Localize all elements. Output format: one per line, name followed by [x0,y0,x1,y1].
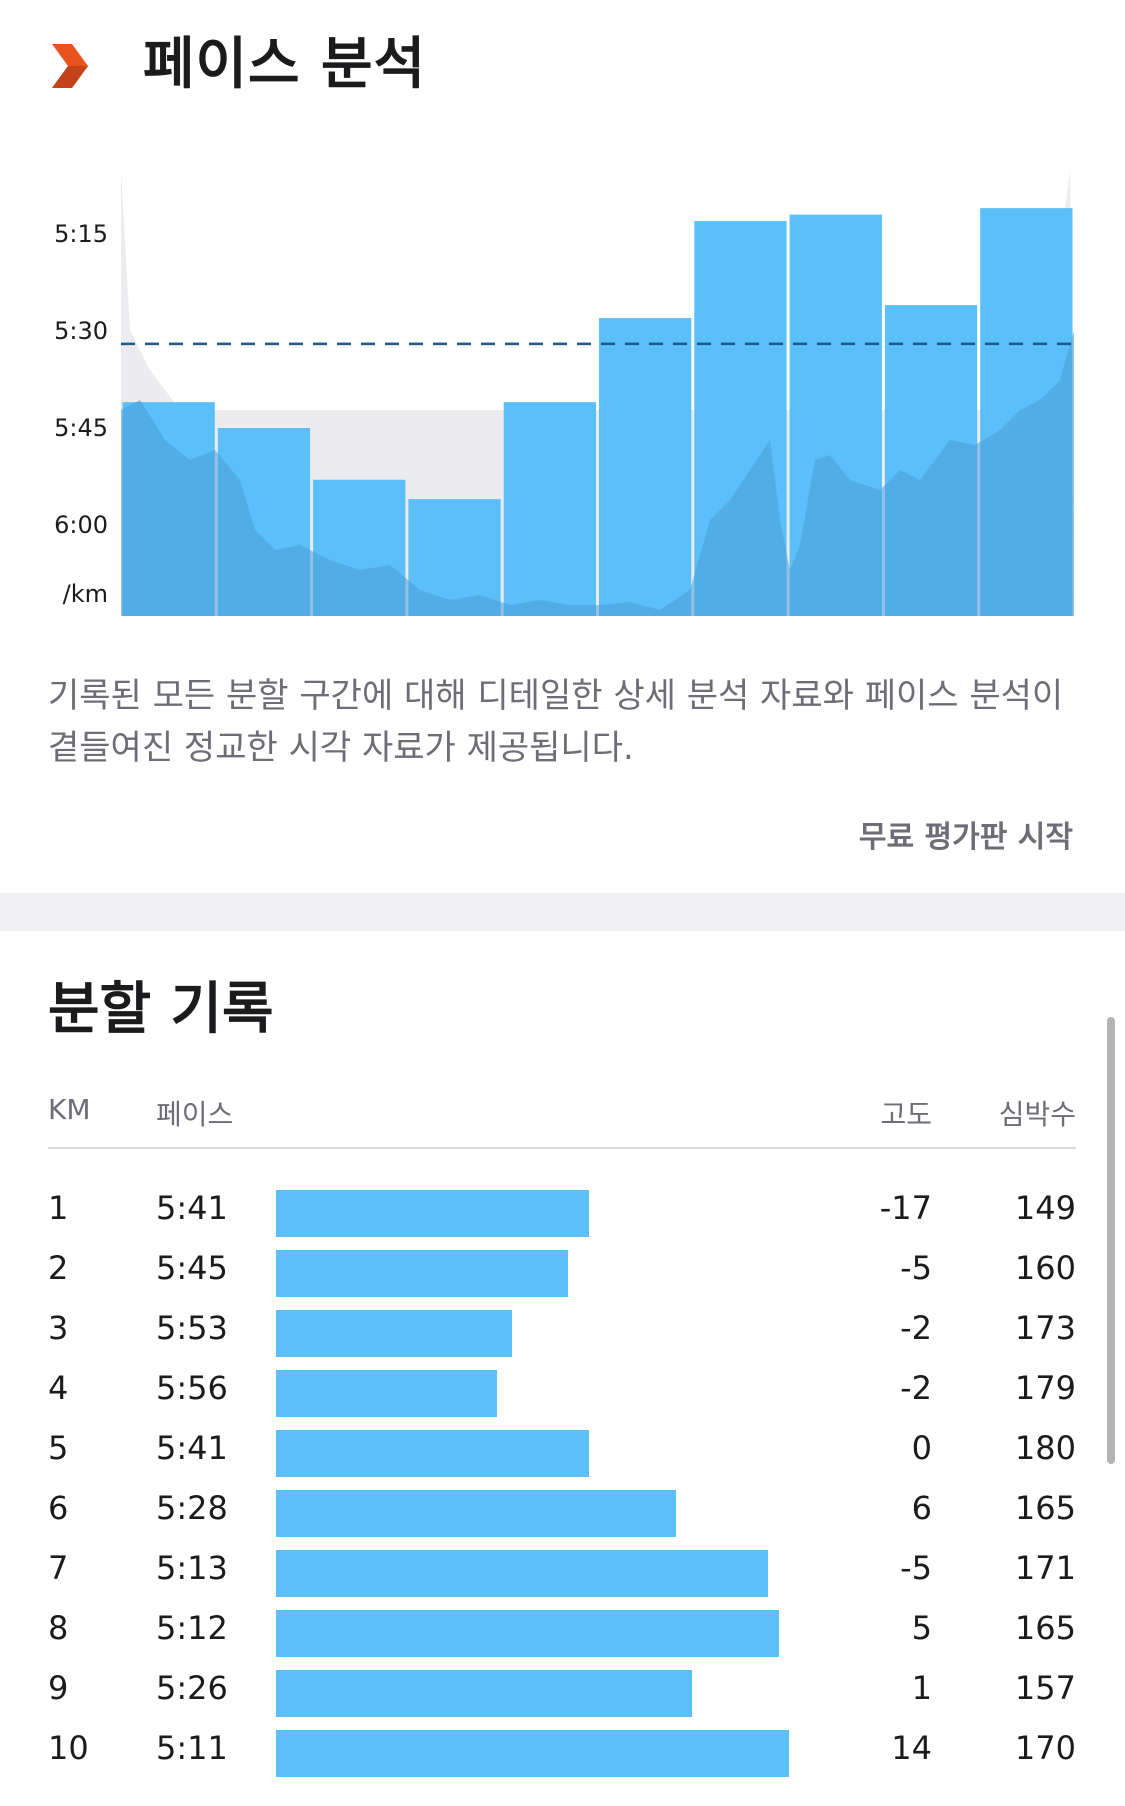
split-pace: 5:11 [156,1729,228,1767]
split-km: 4 [48,1369,69,1407]
split-heart-rate: 179 [1014,1369,1076,1407]
start-free-trial-button[interactable]: 무료 평가판 시작 [858,820,1073,855]
pace-bar-6 [599,318,692,616]
split-pace: 5:45 [156,1249,228,1287]
split-pace: 5:53 [156,1309,228,1347]
split-km: 10 [48,1729,89,1767]
section-divider [0,893,1125,931]
split-heart-rate: 165 [1014,1609,1076,1647]
split-elevation: 6 [911,1489,932,1527]
split-heart-rate: 160 [1014,1249,1076,1287]
split-heart-rate: 170 [1014,1729,1076,1767]
split-pace: 5:41 [156,1189,228,1227]
split-elevation: -5 [900,1249,932,1287]
header-divider [48,1147,1076,1149]
split-elevation: 0 [911,1429,932,1467]
scrollbar[interactable] [1107,1017,1115,1464]
y-tick-label: 6:00 [54,511,108,539]
splits-title: 분할 기록 [48,977,274,1042]
split-pace-bar [276,1190,589,1237]
column-header-pace: 페이스 [156,1098,234,1131]
split-pace-bar [276,1610,779,1657]
table-row: 4 5:56 -2 179 [0,1358,1125,1418]
split-pace-bar [276,1670,692,1717]
split-elevation: -2 [900,1309,932,1347]
split-heart-rate: 157 [1014,1669,1076,1707]
table-row: 1 5:41 -17 149 [0,1178,1125,1238]
split-pace: 5:28 [156,1489,228,1527]
split-elevation: -17 [879,1189,932,1227]
pace-analysis-card: 페이스 분석 5:15 5:30 5:45 6:00 /km 기록된 모든 분할… [0,0,1125,893]
continuous-pace-area [121,330,1074,616]
split-pace-bar [276,1250,568,1297]
y-tick-label: 5:30 [54,317,108,345]
table-row: 10 5:11 14 170 [0,1718,1125,1778]
pace-bar-5 [503,402,596,616]
table-row: 2 5:45 -5 160 [0,1238,1125,1298]
split-km: 9 [48,1669,69,1707]
table-row: 5 5:41 0 180 [0,1418,1125,1478]
pace-analysis-title: 페이스 분석 [143,32,427,97]
split-pace: 5:12 [156,1609,228,1647]
split-elevation: -2 [900,1369,932,1407]
split-heart-rate: 173 [1014,1309,1076,1347]
split-elevation: -5 [900,1549,932,1587]
table-row: 6 5:28 6 165 [0,1478,1125,1538]
split-heart-rate: 165 [1014,1489,1076,1527]
table-row: 8 5:12 5 165 [0,1598,1125,1658]
split-heart-rate: 171 [1014,1549,1076,1587]
split-heart-rate: 149 [1014,1189,1076,1227]
split-pace-bar [276,1550,768,1597]
column-header-km: KM [48,1093,91,1126]
split-pace-bar [276,1730,789,1777]
split-pace: 5:41 [156,1429,228,1467]
column-header-heart-rate: 심박수 [998,1098,1076,1131]
column-header-elevation: 고도 [880,1098,932,1131]
split-pace: 5:13 [156,1549,228,1587]
split-km: 8 [48,1609,69,1647]
table-row: 9 5:26 1 157 [0,1658,1125,1718]
split-pace-bar [276,1310,512,1357]
pace-chart: 5:15 5:30 5:45 6:00 /km [0,150,1125,630]
split-pace-bar [276,1430,589,1477]
table-row: 3 5:53 -2 173 [0,1298,1125,1358]
split-km: 3 [48,1309,69,1347]
split-km: 6 [48,1489,69,1527]
y-axis-unit: /km [62,580,108,608]
split-km: 2 [48,1249,69,1287]
split-km: 5 [48,1429,69,1467]
split-km: 7 [48,1549,69,1587]
split-elevation: 1 [911,1669,932,1707]
split-elevation: 14 [891,1729,932,1767]
split-heart-rate: 180 [1014,1429,1076,1467]
table-row: 7 5:13 -5 171 [0,1538,1125,1598]
pace-analysis-description: 기록된 모든 분할 구간에 대해 디테일한 상세 분석 자료와 페이스 분석이 … [48,676,1064,768]
chevron-right-icon [52,44,88,88]
pace-chart-plot [121,170,1074,617]
split-elevation: 5 [911,1609,932,1647]
split-pace: 5:56 [156,1369,228,1407]
split-pace: 5:26 [156,1669,228,1707]
split-pace-bar [276,1370,497,1417]
y-tick-label: 5:45 [54,414,108,442]
splits-card [0,931,1125,1806]
y-tick-label: 5:15 [54,220,108,248]
split-km: 1 [48,1189,69,1227]
split-pace-bar [276,1490,676,1537]
